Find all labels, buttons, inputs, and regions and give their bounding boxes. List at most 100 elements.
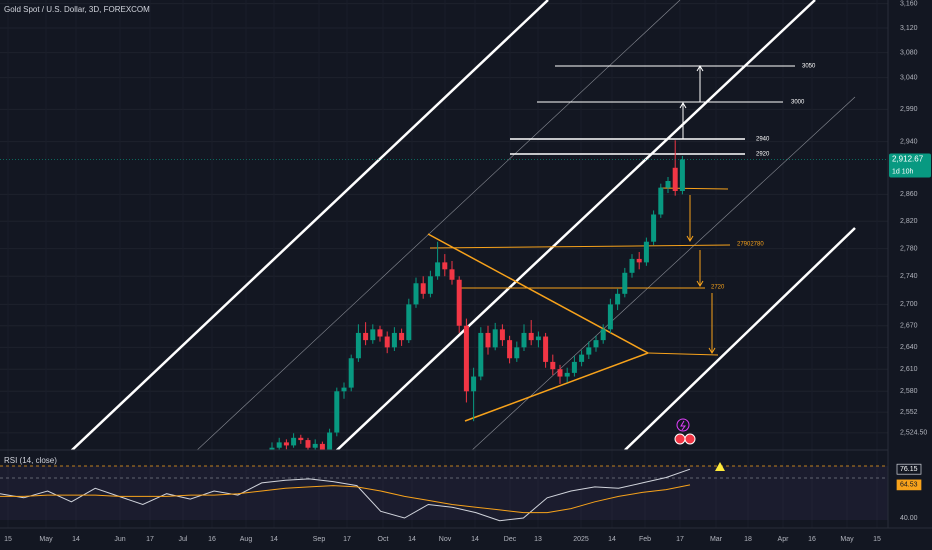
arrow — [686, 195, 694, 242]
annotation-label: 3000 — [791, 100, 805, 106]
candle-body — [327, 432, 333, 450]
candle-body — [420, 283, 426, 294]
candle-body — [413, 283, 419, 305]
x-tick-label: 14 — [270, 536, 278, 543]
candle-body — [456, 279, 462, 326]
y-tick-label: 3,120 — [900, 25, 918, 32]
arrow — [696, 65, 704, 102]
event-icon[interactable] — [674, 433, 686, 445]
channel-line — [335, 0, 816, 450]
candle-body — [679, 159, 685, 191]
rsi-line — [0, 468, 691, 522]
last-price-badge — [889, 153, 931, 178]
candle-body — [636, 258, 642, 263]
level-line — [659, 187, 729, 190]
x-tick-label: Oct — [378, 536, 389, 543]
candle-body — [593, 340, 599, 348]
candle-body — [557, 369, 563, 377]
candle-body — [658, 187, 664, 215]
event-icon — [680, 420, 686, 431]
candle-body — [384, 336, 390, 348]
candle-body — [651, 214, 657, 242]
candle-body — [665, 181, 671, 188]
y-tick-label: 2,524.50 — [900, 430, 927, 437]
candle-body — [507, 340, 513, 359]
x-tick-label: 17 — [343, 536, 351, 543]
rsi-value-label: 64.53 — [900, 482, 918, 489]
candle-body — [291, 437, 297, 446]
y-tick-label: 3,080 — [900, 49, 918, 56]
candle-body — [276, 442, 282, 448]
candle-body — [586, 347, 592, 355]
annotation-label: 2720 — [711, 285, 725, 291]
grid — [0, 3, 888, 434]
x-tick-label: 17 — [676, 536, 684, 543]
annotation-label: 27902780 — [737, 242, 764, 248]
channel-line — [70, 0, 549, 450]
y-tick-label: 2,700 — [900, 301, 918, 308]
candle-body — [485, 332, 491, 348]
candle-body — [478, 332, 484, 377]
candle-body — [564, 372, 570, 377]
annotation-label: 3050 — [802, 64, 816, 70]
x-tick-label: 14 — [471, 536, 479, 543]
y-tick-label: 3,160 — [900, 0, 918, 7]
x-tick-label: 16 — [808, 536, 816, 543]
x-tick-label: 18 — [744, 536, 752, 543]
level-line — [429, 244, 731, 249]
candle-body — [341, 387, 347, 392]
rsi-band — [0, 466, 888, 520]
annotation-label: 2920 — [756, 152, 770, 158]
y-tick-label: 2,860 — [900, 191, 918, 198]
x-tick-label: Nov — [439, 536, 452, 543]
y-tick-label: 2,670 — [900, 323, 918, 330]
event-icon[interactable] — [684, 433, 696, 445]
candle-body — [427, 276, 433, 294]
candle-body — [283, 442, 289, 446]
rsi-title: RSI (14, close) — [4, 456, 57, 465]
x-tick-label: Mar — [710, 536, 723, 543]
y-tick-label: 2,990 — [900, 106, 918, 113]
x-tick-label: 14 — [72, 536, 80, 543]
price-axis — [888, 0, 932, 528]
candle-body — [305, 440, 311, 448]
last-price-label: 2,912.67 — [892, 155, 924, 164]
x-tick-label: 15 — [873, 536, 881, 543]
axis-labels: 3,160 3,120 3,080 3,040 2,990 2,940 2,860 2,820… — [900, 0, 927, 436]
candle-body — [435, 262, 441, 277]
candle-body — [298, 437, 304, 441]
candle-body — [319, 443, 325, 450]
candle-body — [269, 447, 275, 450]
drawings — [70, 0, 856, 450]
x-tick-label: Dec — [504, 536, 517, 543]
candle-body — [579, 354, 585, 362]
rsi-badge — [896, 463, 922, 475]
candle-body — [442, 262, 448, 270]
triangle-line — [427, 233, 649, 354]
candle-body — [377, 329, 383, 337]
y-tick-label: 2,580 — [900, 388, 918, 395]
arrow — [696, 250, 704, 287]
x-tick-label: 2025 — [573, 536, 589, 543]
candle-body — [471, 376, 477, 392]
y-tick-label: 2,740 — [900, 273, 918, 280]
candle-body — [463, 325, 469, 392]
event-icon[interactable] — [676, 418, 690, 432]
y-tick-label: 3,040 — [900, 74, 918, 81]
rsi-badge — [896, 479, 922, 491]
candle-body — [543, 336, 549, 362]
x-tick-label: Apr — [778, 536, 790, 543]
candle-body — [521, 332, 527, 348]
annotation-label: 2940 — [756, 137, 770, 143]
warning-icon[interactable] — [715, 462, 725, 471]
channel-line — [624, 227, 856, 450]
y-tick-label: 2,552 — [900, 409, 918, 416]
candle-body — [391, 332, 397, 348]
rsi-line — [0, 484, 691, 514]
x-tick-label: Feb — [639, 536, 651, 543]
y-tick-label: 2,640 — [900, 344, 918, 351]
candle-body — [449, 269, 455, 280]
y-tick-label: 2,610 — [900, 366, 918, 373]
y-tick-label: 2,780 — [900, 245, 918, 252]
